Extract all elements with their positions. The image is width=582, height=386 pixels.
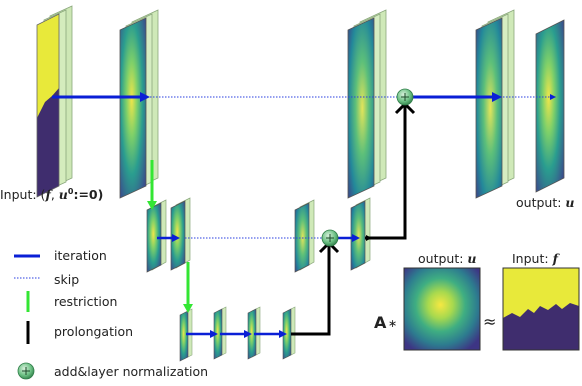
output-u-map: [535, 19, 565, 193]
level0-decoder-stack: [347, 9, 387, 199]
legend-restriction-label: restriction: [54, 294, 117, 309]
equation-output-label: output: u: [418, 251, 477, 266]
legend-prolongation-label: prolongation: [54, 324, 133, 339]
operator-a: A: [374, 313, 387, 332]
iteration-arrows: [52, 92, 556, 338]
circle-plus-icon: [17, 362, 35, 380]
input-f-map: [36, 13, 60, 198]
input-f-image: [502, 267, 580, 351]
skip-connections: [150, 96, 556, 239]
add-norm-node-level1: [321, 229, 339, 247]
legend: iteration skip restriction prolongation …: [14, 248, 208, 380]
equation-input-label: Input: f: [512, 251, 561, 266]
input-feature-stack: [36, 5, 73, 198]
restriction-arrows: [147, 160, 193, 313]
output-stack-a: [475, 9, 515, 199]
approx-symbol: ≈: [483, 312, 496, 331]
equation-panel: output: u Input: f A ∗ ≈: [374, 251, 580, 351]
level0-encoder-stack: [119, 9, 159, 199]
add-norm-node-level0: [396, 88, 414, 106]
output-u-image: [403, 267, 481, 351]
legend-skip-label: skip: [54, 272, 79, 287]
legend-iteration-label: iteration: [54, 248, 107, 263]
level1-encoder-stacks: [146, 197, 191, 273]
level1-decoder-stacks: [294, 197, 371, 273]
operator-convolution: ∗: [388, 317, 397, 330]
legend-add-norm-label: add&layer normalization: [54, 364, 208, 379]
input-label: Input: (f, u0:=0): [0, 187, 103, 202]
output-label: output: u: [516, 195, 575, 210]
prolongation-arrows: [291, 101, 416, 336]
